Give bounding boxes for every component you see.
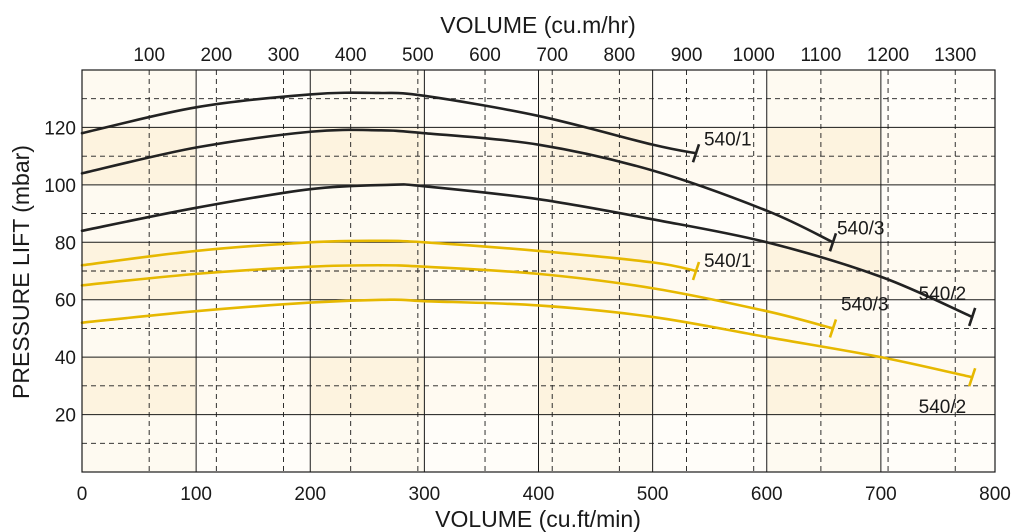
series-label-540/1: 540/1 xyxy=(704,129,752,150)
x-tick-label: 200 xyxy=(294,484,326,505)
curve-dark-540/1 xyxy=(80,91,698,155)
curve-end-marker xyxy=(828,319,838,338)
series-label-540/2: 540/2 xyxy=(919,397,967,418)
series-label-540/1: 540/1 xyxy=(704,251,752,272)
x2-tick-label: 900 xyxy=(671,45,703,66)
y-tick-label: 20 xyxy=(55,406,76,427)
curve-dark-540/3 xyxy=(80,128,835,244)
x2-tick-label: 1200 xyxy=(867,45,909,66)
curve-end-marker xyxy=(967,307,977,327)
x-tick-label: 600 xyxy=(751,484,783,505)
curve-end-marker xyxy=(828,232,838,252)
x-tick-label: 400 xyxy=(523,484,555,505)
curve-yellow-540/3 xyxy=(80,263,835,330)
curves xyxy=(80,91,977,387)
y-tick-label: 120 xyxy=(44,118,76,139)
x2-tick-label: 800 xyxy=(604,45,636,66)
x2-tick-label: 1100 xyxy=(800,45,841,66)
y-axis-title: PRESSURE LIFT (mbar) xyxy=(8,145,34,399)
curve-end-marker xyxy=(691,261,701,281)
x2-tick-label: 400 xyxy=(335,45,367,66)
plot-frame xyxy=(81,69,996,473)
x2-tick-label: 300 xyxy=(268,45,300,66)
x-tick-label: 300 xyxy=(409,484,441,505)
curve-yellow-540/1 xyxy=(80,239,698,273)
bottom-axis-title: VOLUME (cu.ft/min) xyxy=(435,506,641,532)
x-tick-label: 700 xyxy=(865,484,897,505)
curve-end-marker xyxy=(691,143,701,163)
tick-labels: 0 100 200 300 400 500 600 700 800 100 200 300 400 500… xyxy=(44,45,1011,505)
chart-grid xyxy=(82,70,995,472)
curve-dark-540/2 xyxy=(80,183,974,319)
series-label-540/2: 540/2 xyxy=(919,284,967,305)
series-label-540/3: 540/3 xyxy=(841,294,889,315)
x2-tick-label: 200 xyxy=(200,45,232,66)
x-tick-label: 0 xyxy=(77,484,88,505)
x2-tick-label: 500 xyxy=(402,45,434,66)
x2-tick-label: 600 xyxy=(469,45,501,66)
x2-tick-label: 1300 xyxy=(934,45,976,66)
curve-end-marker xyxy=(967,367,977,387)
y-tick-label: 40 xyxy=(55,348,76,369)
top-axis-title: VOLUME (cu.m/hr) xyxy=(440,12,636,38)
y-tick-label: 60 xyxy=(55,291,76,312)
x2-tick-label: 100 xyxy=(133,45,165,66)
y-tick-label: 80 xyxy=(55,233,76,254)
series-annotations: 540/1 540/3 540/2 540/1 540/3 540/2 xyxy=(704,129,966,418)
x-tick-label: 800 xyxy=(979,484,1011,505)
x2-tick-label: 1000 xyxy=(733,45,775,66)
y-tick-label: 100 xyxy=(44,176,76,197)
x-tick-label: 100 xyxy=(180,484,212,505)
curve-yellow-540/2 xyxy=(80,298,974,379)
x-tick-label: 500 xyxy=(637,484,669,505)
x2-tick-label: 700 xyxy=(536,45,568,66)
series-label-540/3: 540/3 xyxy=(837,218,885,239)
